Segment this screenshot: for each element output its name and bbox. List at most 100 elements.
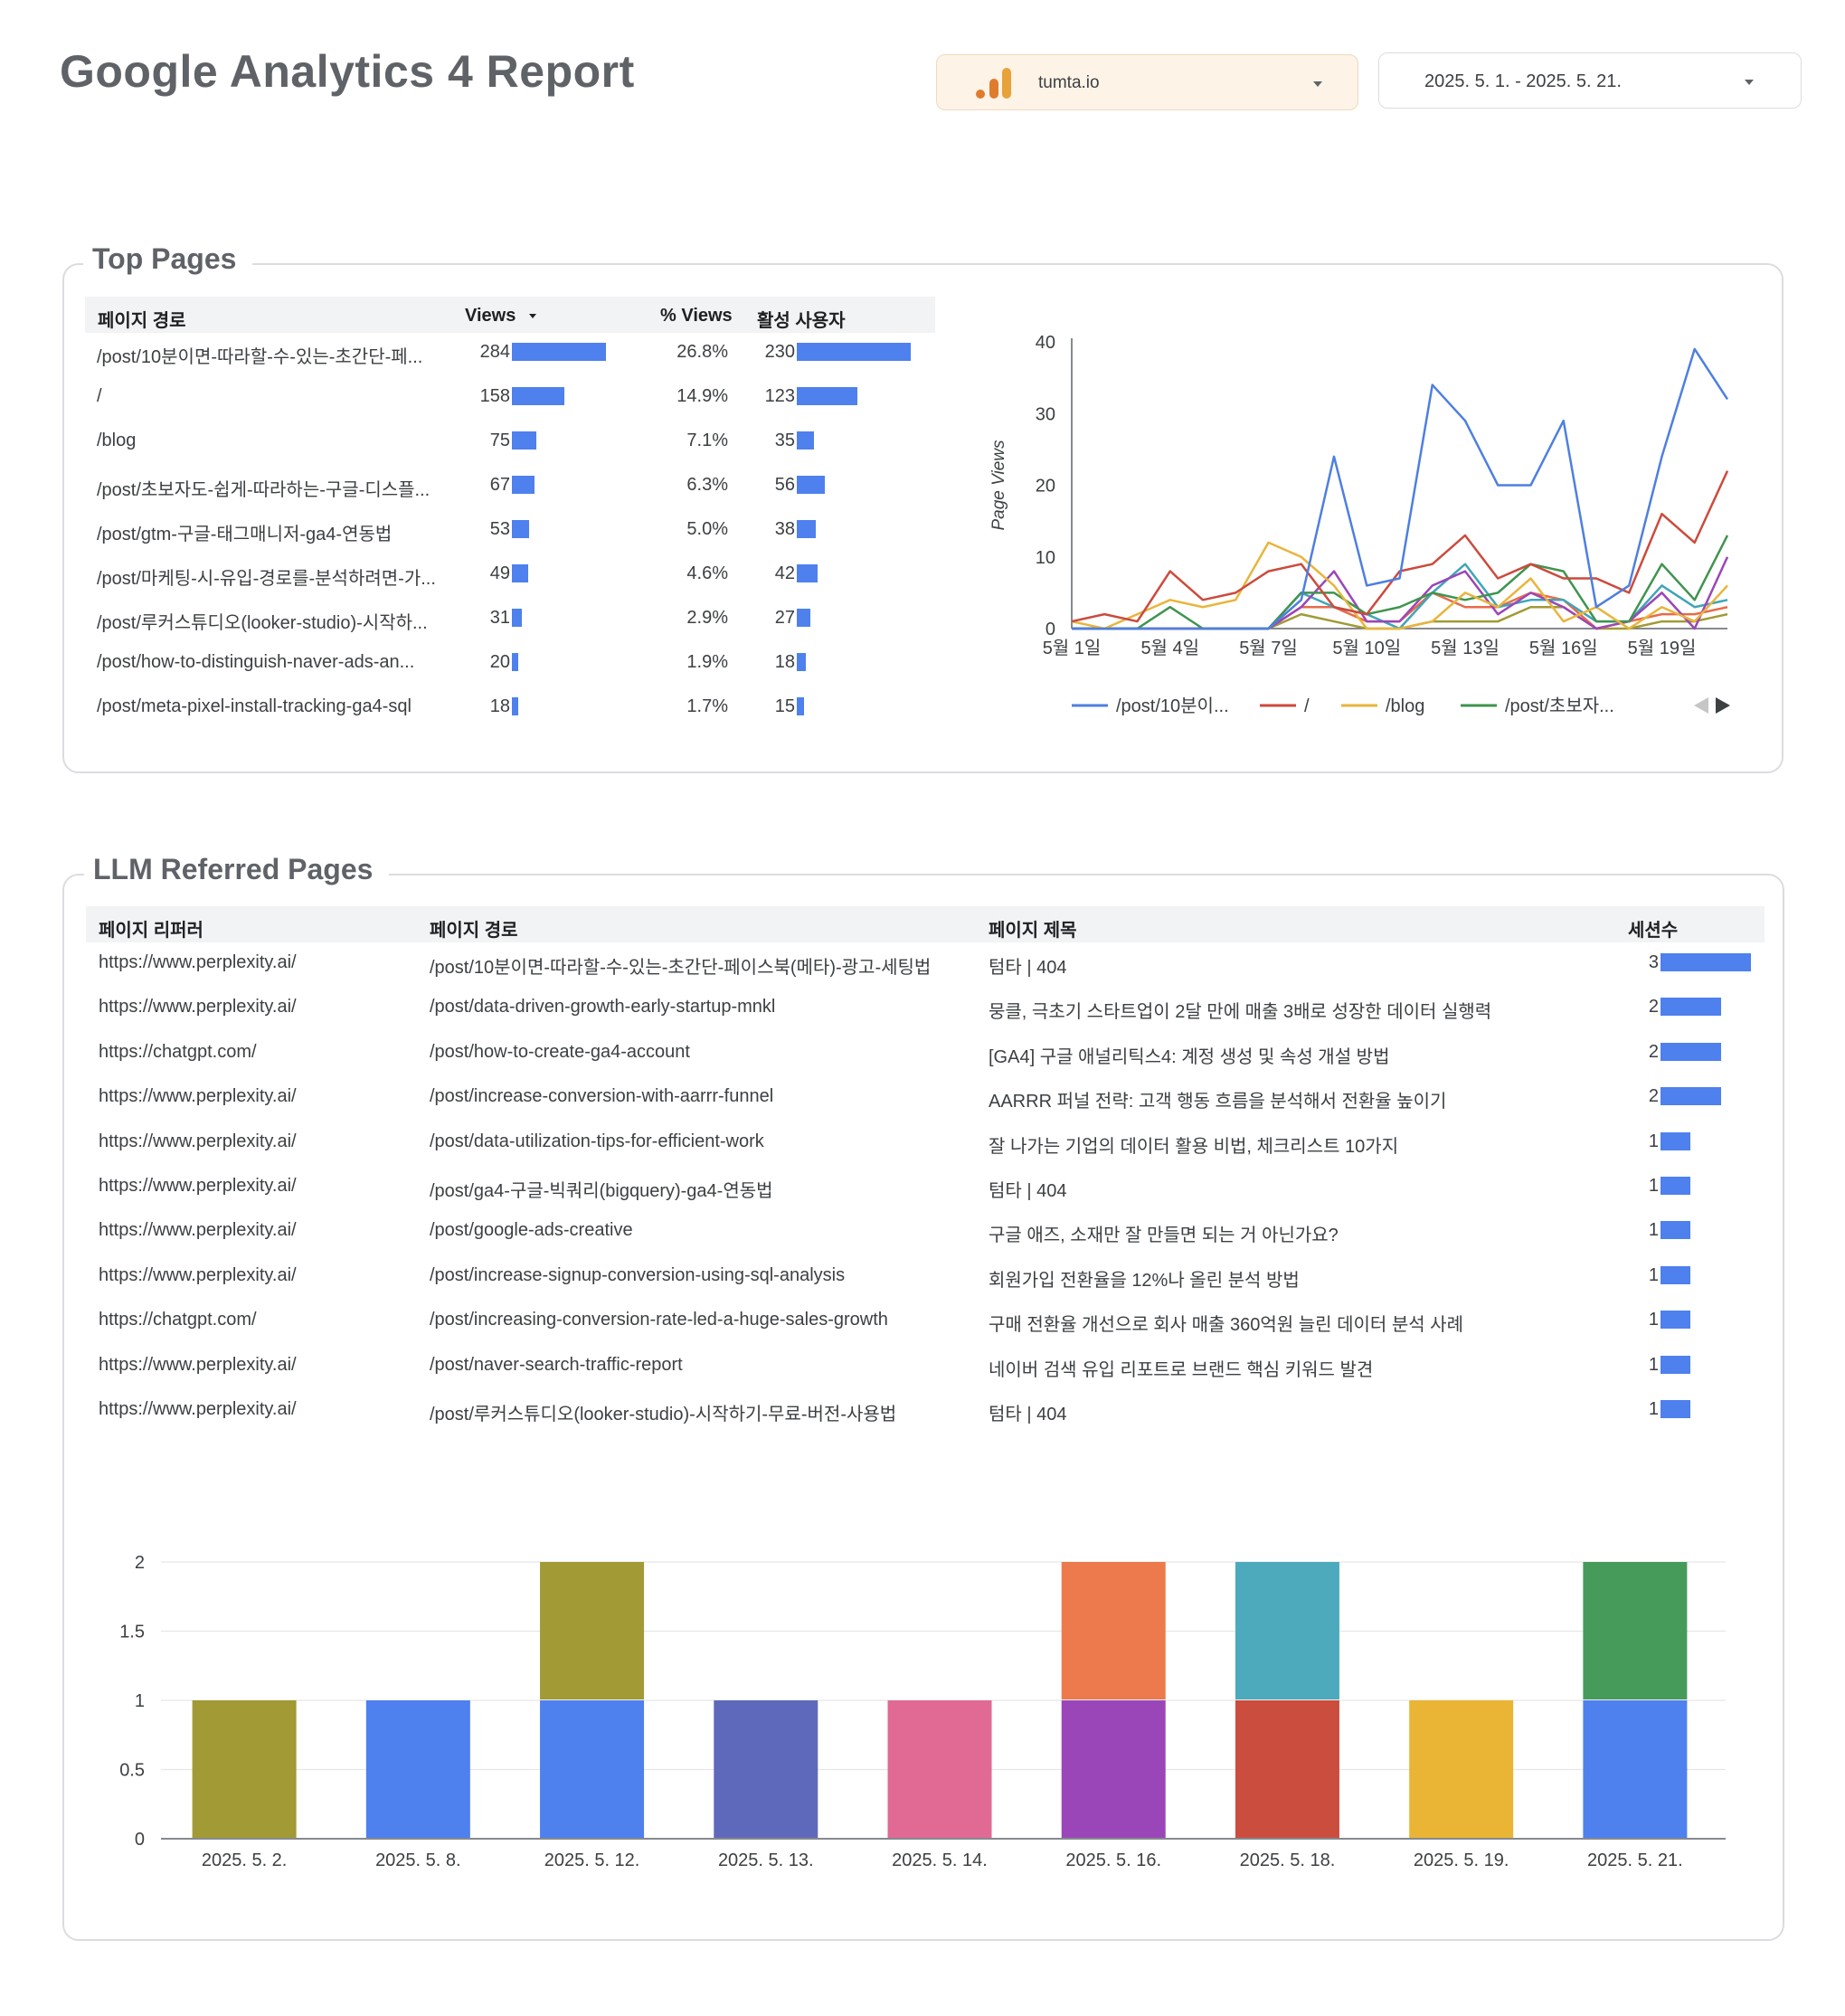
- views-value: 20: [489, 652, 510, 672]
- pct-views-value: 2.9%: [686, 608, 728, 628]
- page-referrer: https://www.perplexity.ai/: [99, 952, 297, 972]
- column-header-referrer[interactable]: 페이지 리퍼러: [99, 921, 203, 941]
- sessions-value: 1: [1648, 1220, 1659, 1241]
- views-value: 158: [479, 386, 510, 406]
- bar-segment[interactable]: [714, 1700, 818, 1838]
- active-users-bar: [797, 697, 805, 715]
- views-bar: [512, 387, 564, 405]
- active-users-bar: [797, 476, 825, 494]
- views-value: 49: [489, 563, 510, 583]
- views-value: 53: [489, 519, 510, 539]
- sessions-bar: [1660, 1400, 1691, 1418]
- pct-views-value: 4.6%: [686, 563, 728, 583]
- table-row[interactable]: https://www.perplexity.ai/ /post/10분이면-따라…: [86, 952, 1765, 985]
- page-path: /post/data-utilization-tips-for-efficien…: [430, 1131, 764, 1151]
- table-row[interactable]: https://www.perplexity.ai/ /post/google-a…: [86, 1220, 1765, 1253]
- bar-segment[interactable]: [540, 1562, 645, 1699]
- legend-entry[interactable]: /post/10분이...: [1072, 696, 1229, 716]
- y-tick-label: 10: [1036, 548, 1055, 568]
- account-selector[interactable]: tumta.io: [936, 54, 1358, 110]
- page-referrer: https://www.perplexity.ai/: [99, 1220, 297, 1241]
- table-row[interactable]: https://www.perplexity.ai/ /post/increase…: [86, 1265, 1765, 1298]
- active-users-value: 42: [774, 563, 795, 583]
- bar-segment[interactable]: [1409, 1700, 1514, 1838]
- table-row[interactable]: /post/루커스튜디오(looker-studio)-시작하... 31 2.9%…: [85, 608, 935, 640]
- table-row[interactable]: https://chatgpt.com/ /post/increasing-con…: [86, 1310, 1765, 1342]
- llm-pages-title: LLM Referred Pages: [84, 853, 390, 886]
- pct-views-value: 6.3%: [686, 475, 728, 495]
- table-row[interactable]: /post/how-to-distinguish-naver-ads-an...…: [85, 652, 935, 685]
- legend-entry[interactable]: /: [1260, 696, 1310, 716]
- bar-segment[interactable]: [1061, 1700, 1166, 1838]
- table-row[interactable]: /post/마케팅-시-유입-경로를-분석하려면-가... 49 4.6% 42: [85, 563, 935, 596]
- column-header-views[interactable]: Views: [465, 306, 516, 326]
- bar-segment[interactable]: [887, 1700, 992, 1838]
- table-row[interactable]: https://www.perplexity.ai/ /post/루커스튜디오(l…: [86, 1399, 1765, 1432]
- views-bar: [512, 476, 535, 494]
- column-header-active-users[interactable]: 활성 사용자: [757, 311, 846, 331]
- table-row[interactable]: /post/10분이면-따라할-수-있는-초간단-페... 284 26.8% 230: [85, 342, 935, 374]
- x-tick-label: 5월 1일: [1043, 638, 1102, 658]
- y-tick-label: 30: [1036, 404, 1055, 424]
- column-header-page-title[interactable]: 페이지 제목: [989, 921, 1077, 941]
- table-row[interactable]: /post/meta-pixel-install-tracking-ga4-sq…: [85, 696, 935, 729]
- active-users-bar: [797, 653, 806, 671]
- sessions-value: 2: [1648, 997, 1659, 1017]
- series-line: [1072, 347, 1729, 630]
- column-header-path[interactable]: 페이지 경로: [98, 311, 186, 331]
- column-header-sessions[interactable]: 세션수: [1628, 921, 1679, 941]
- date-range-selector[interactable]: 2025. 5. 1. - 2025. 5. 21.: [1378, 52, 1802, 109]
- y-tick-label: 40: [1036, 333, 1055, 353]
- table-row[interactable]: https://www.perplexity.ai/ /post/data-dri…: [86, 997, 1765, 1029]
- bar-segment[interactable]: [1583, 1562, 1688, 1699]
- bar-segment[interactable]: [1235, 1700, 1339, 1838]
- sessions-value: 1: [1648, 1354, 1659, 1375]
- llm-pages-panel: [62, 874, 1784, 1941]
- bar-segment[interactable]: [540, 1700, 645, 1838]
- legend-next-icon[interactable]: [1716, 697, 1730, 714]
- page-title-cell: 텀타 | 404: [989, 1181, 1067, 1201]
- table-row[interactable]: / 158 14.9% 123: [85, 386, 935, 419]
- column-header-pct-views[interactable]: % Views: [660, 306, 733, 326]
- sessions-value: 1: [1648, 1176, 1659, 1196]
- legend-prev-icon[interactable]: [1694, 697, 1708, 714]
- top-pages-title: Top Pages: [83, 242, 253, 276]
- table-row[interactable]: https://chatgpt.com/ /post/how-to-create-…: [86, 1042, 1765, 1074]
- views-value: 67: [489, 475, 510, 495]
- page-path: /post/meta-pixel-install-tracking-ga4-sq…: [97, 696, 412, 716]
- llm-sessions-bar-chart: 0 0.5 1 1.5 2 2025. 5. 2. 2025. 5. 8. 2025. 5. …: [119, 1553, 1726, 1870]
- y-tick-label: 2: [135, 1553, 145, 1573]
- table-row[interactable]: https://www.perplexity.ai/ /post/naver-se…: [86, 1355, 1765, 1387]
- page-title-cell: 네이버 검색 유입 리포트로 브랜드 핵심 키워드 발견: [989, 1359, 1374, 1380]
- table-row[interactable]: /blog 75 7.1% 35: [85, 431, 935, 463]
- table-row[interactable]: https://www.perplexity.ai/ /post/increase…: [86, 1086, 1765, 1119]
- table-row[interactable]: https://www.perplexity.ai/ /post/ga4-구글-빅…: [86, 1176, 1765, 1208]
- bar-segment[interactable]: [365, 1700, 470, 1838]
- legend-entry[interactable]: /post/초보자...: [1461, 696, 1614, 716]
- page-title-cell: 텀타 | 404: [989, 958, 1067, 978]
- page-title-cell: 구매 전환율 개선으로 회사 매출 360억원 늘린 데이터 분석 사례: [989, 1315, 1463, 1336]
- sessions-value: 1: [1648, 1310, 1659, 1330]
- pct-views-value: 7.1%: [686, 431, 728, 450]
- table-row[interactable]: https://www.perplexity.ai/ /post/data-uti…: [86, 1131, 1765, 1164]
- bar-segment[interactable]: [192, 1700, 297, 1838]
- sessions-bar: [1660, 953, 1751, 971]
- pct-views-value: 1.9%: [686, 652, 728, 672]
- page-referrer: https://www.perplexity.ai/: [99, 1354, 297, 1375]
- page-referrer: https://chatgpt.com/: [99, 1041, 257, 1062]
- page-path: /post/10분이면-따라할-수-있는-초간단-페이스북(메타)-광고-세팅법: [430, 958, 932, 978]
- table-row[interactable]: /post/초보자도-쉽게-따라하는-구글-디스플... 67 6.3% 56: [85, 475, 935, 507]
- column-header-path[interactable]: 페이지 경로: [430, 921, 518, 941]
- y-tick-label: 0: [135, 1830, 145, 1850]
- table-row[interactable]: /post/gtm-구글-태그매니저-ga4-연동법 53 5.0% 38: [85, 519, 935, 552]
- bar-segment[interactable]: [1583, 1700, 1688, 1838]
- bar-segment[interactable]: [1061, 1562, 1166, 1699]
- pct-views-value: 14.9%: [676, 386, 728, 406]
- bar-segment[interactable]: [1235, 1562, 1339, 1699]
- active-users-value: 230: [764, 342, 795, 362]
- legend-entry[interactable]: /blog: [1341, 696, 1424, 716]
- x-tick-label: 5월 19일: [1628, 638, 1697, 658]
- chevron-down-icon: [1313, 81, 1322, 87]
- page-referrer: https://www.perplexity.ai/: [99, 997, 297, 1017]
- page-path: /blog: [97, 431, 137, 450]
